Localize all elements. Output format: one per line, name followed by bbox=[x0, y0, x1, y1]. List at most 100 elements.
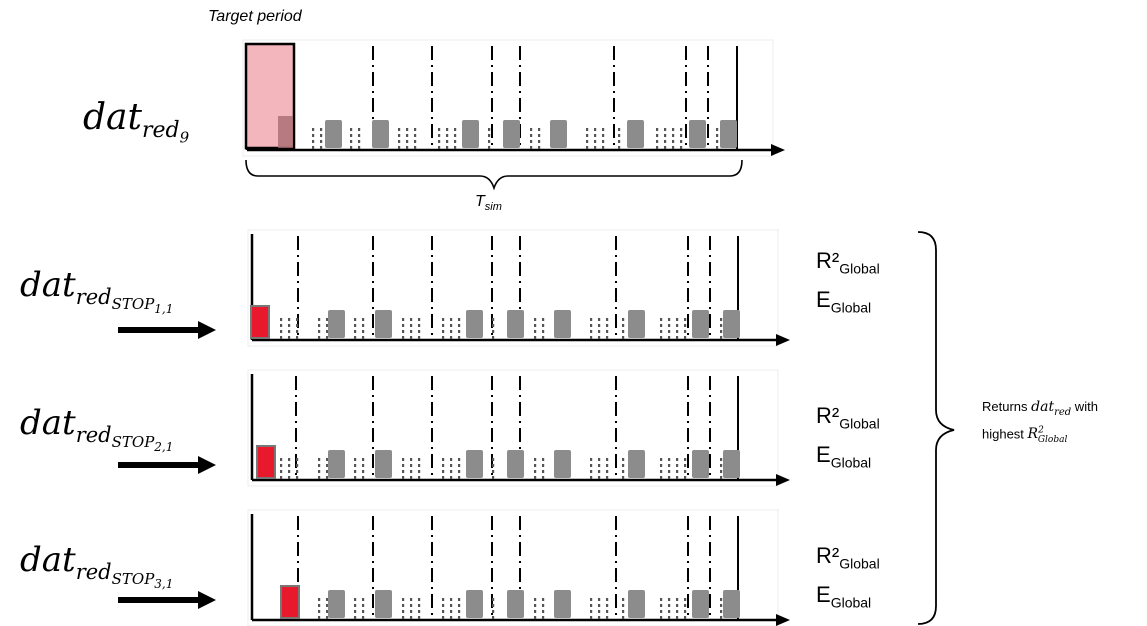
dotted-marker bbox=[720, 324, 723, 327]
dotted-marker bbox=[406, 134, 409, 137]
dotted-marker bbox=[418, 604, 421, 607]
dotted-marker bbox=[450, 604, 453, 607]
dotted-marker bbox=[676, 464, 679, 467]
dotted-marker bbox=[660, 476, 663, 479]
dotted-marker bbox=[720, 604, 723, 607]
dotted-marker bbox=[656, 146, 659, 149]
dotted-marker bbox=[660, 610, 663, 613]
gray-bar bbox=[466, 310, 483, 338]
dotted-marker bbox=[354, 476, 357, 479]
gray-bar bbox=[375, 450, 392, 478]
dotted-marker bbox=[414, 140, 417, 143]
dotted-marker bbox=[358, 146, 361, 149]
dotted-marker bbox=[492, 476, 495, 479]
dotted-marker bbox=[664, 134, 667, 137]
dotted-marker bbox=[656, 128, 659, 131]
dotted-marker bbox=[684, 330, 687, 333]
result-text: Returns datred with highest R2Global bbox=[982, 399, 1098, 446]
dotted-marker bbox=[442, 324, 445, 327]
input-arrow-head bbox=[198, 591, 216, 609]
dotted-marker bbox=[312, 128, 315, 131]
dotted-marker bbox=[454, 134, 457, 137]
dotted-marker bbox=[326, 616, 329, 619]
dotted-marker bbox=[458, 336, 461, 339]
dotted-marker bbox=[672, 134, 675, 137]
dotted-marker bbox=[418, 610, 421, 613]
row-label-dat-red-stop-1-1: datredSTOP1,1 bbox=[20, 265, 174, 316]
dotted-marker bbox=[606, 604, 609, 607]
dotted-marker bbox=[660, 318, 663, 321]
dotted-marker bbox=[542, 610, 545, 613]
dotted-marker bbox=[398, 140, 401, 143]
dotted-marker bbox=[606, 458, 609, 461]
dotted-marker bbox=[450, 464, 453, 467]
dotted-marker bbox=[318, 318, 321, 321]
dotted-marker bbox=[622, 470, 625, 473]
dotted-marker bbox=[398, 128, 401, 131]
dotted-marker bbox=[318, 598, 321, 601]
tsim-label: Tsim bbox=[475, 193, 502, 214]
dotted-marker bbox=[542, 336, 545, 339]
dotted-marker bbox=[660, 330, 663, 333]
dotted-marker bbox=[410, 464, 413, 467]
gray-bar bbox=[554, 450, 571, 478]
dotted-marker bbox=[598, 336, 601, 339]
dotted-marker bbox=[402, 610, 405, 613]
dotted-marker bbox=[664, 146, 667, 149]
dotted-marker bbox=[288, 318, 291, 321]
dotted-marker bbox=[720, 616, 723, 619]
dotted-marker bbox=[318, 336, 321, 339]
dotted-marker bbox=[598, 604, 601, 607]
dotted-marker bbox=[446, 140, 449, 143]
gray-bar bbox=[628, 310, 645, 338]
dotted-marker bbox=[716, 134, 719, 137]
dotted-marker bbox=[602, 140, 605, 143]
dotted-marker bbox=[538, 146, 541, 149]
dotted-marker bbox=[668, 458, 671, 461]
dotted-marker bbox=[354, 598, 357, 601]
dotted-marker bbox=[598, 470, 601, 473]
dotted-marker bbox=[354, 336, 357, 339]
dotted-marker bbox=[538, 140, 541, 143]
dotted-marker bbox=[442, 330, 445, 333]
dotted-marker bbox=[450, 610, 453, 613]
dotted-marker bbox=[664, 128, 667, 131]
dotted-marker bbox=[362, 616, 365, 619]
input-arrow-head bbox=[198, 321, 216, 339]
dotted-marker bbox=[438, 134, 441, 137]
dotted-marker bbox=[414, 146, 417, 149]
dotted-marker bbox=[318, 470, 321, 473]
gray-bar bbox=[723, 590, 740, 618]
dotted-marker bbox=[458, 476, 461, 479]
dotted-marker bbox=[590, 324, 593, 327]
gray-bar bbox=[328, 450, 345, 478]
dotted-marker bbox=[622, 476, 625, 479]
dotted-marker bbox=[398, 134, 401, 137]
dotted-marker bbox=[660, 470, 663, 473]
dotted-marker bbox=[672, 128, 675, 131]
dotted-marker bbox=[354, 470, 357, 473]
gray-bar bbox=[507, 450, 524, 478]
dotted-marker bbox=[684, 616, 687, 619]
dotted-marker bbox=[410, 324, 413, 327]
dotted-marker bbox=[530, 140, 533, 143]
dotted-marker bbox=[542, 470, 545, 473]
dotted-marker bbox=[534, 324, 537, 327]
dotted-marker bbox=[410, 616, 413, 619]
gray-bar bbox=[328, 590, 345, 618]
dotted-marker bbox=[598, 610, 601, 613]
dotted-marker bbox=[492, 598, 495, 601]
dotted-marker bbox=[288, 458, 291, 461]
dotted-marker bbox=[442, 598, 445, 601]
dotted-marker bbox=[590, 604, 593, 607]
dotted-marker bbox=[418, 598, 421, 601]
dotted-marker bbox=[618, 146, 621, 149]
dotted-marker bbox=[586, 140, 589, 143]
dotted-marker bbox=[492, 604, 495, 607]
dotted-marker bbox=[418, 616, 421, 619]
dotted-marker bbox=[534, 598, 537, 601]
dotted-marker bbox=[458, 604, 461, 607]
dotted-marker bbox=[402, 616, 405, 619]
dotted-marker bbox=[622, 598, 625, 601]
